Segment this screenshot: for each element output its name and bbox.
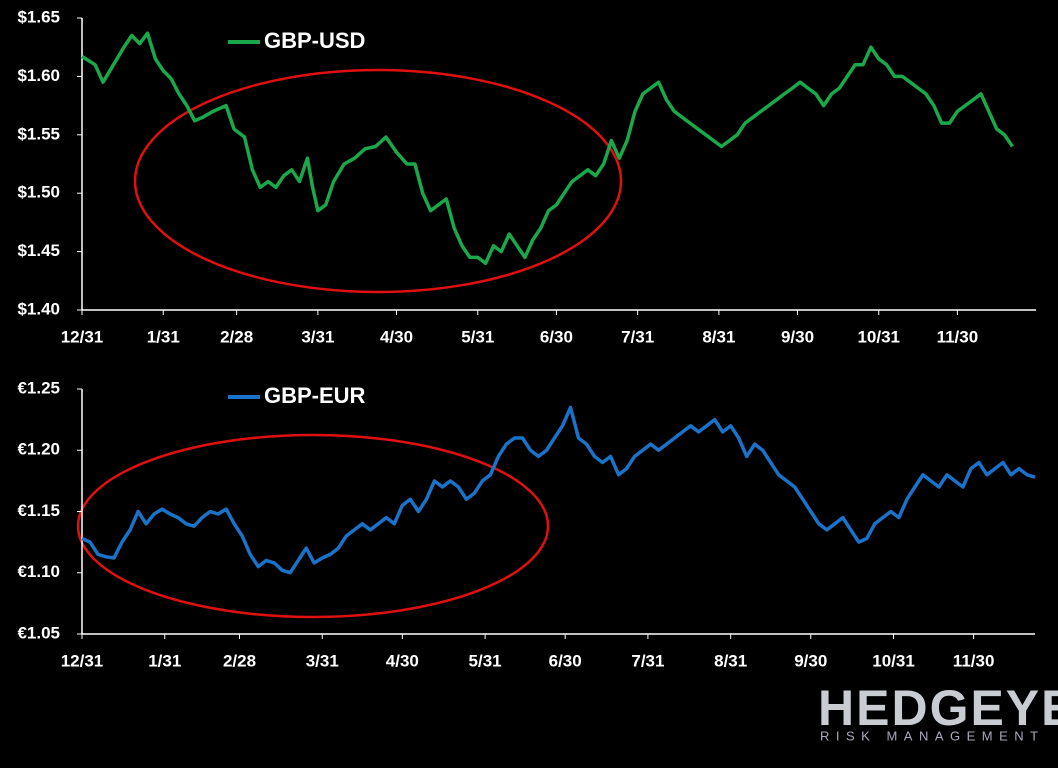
x-tick-label: 8/31: [702, 327, 735, 346]
x-tick-label: 11/30: [937, 327, 979, 346]
x-tick-label: 7/31: [621, 327, 654, 346]
x-tick-label: 9/30: [781, 327, 814, 346]
y-tick-label: €1.20: [17, 440, 60, 459]
y-tick-label: €1.15: [17, 501, 60, 520]
x-tick-label: 12/31: [61, 651, 104, 670]
y-tick-label: $1.65: [17, 7, 60, 26]
highlight-ellipse: [76, 433, 550, 619]
logo: HEDGEYE: [818, 680, 1058, 736]
x-tick-label: 1/31: [147, 327, 180, 346]
x-tick-label: 3/31: [306, 651, 339, 670]
y-tick-label: €1.25: [17, 378, 60, 397]
y-tick-label: €1.10: [17, 562, 60, 581]
x-tick-label: 9/30: [794, 651, 827, 670]
y-tick-label: $1.45: [17, 241, 60, 260]
legend-label: GBP-USD: [264, 28, 365, 53]
series-line: [81, 31, 1014, 266]
x-tick-label: 10/31: [857, 327, 900, 346]
y-tick-label: $1.60: [17, 66, 60, 85]
y-tick-label: $1.40: [17, 299, 60, 318]
x-tick-label: 7/31: [631, 651, 664, 670]
x-tick-label: 6/30: [540, 327, 573, 346]
x-tick-label: 10/31: [872, 651, 915, 670]
x-tick-label: 4/30: [386, 651, 419, 670]
x-tick-label: 5/31: [469, 651, 502, 670]
x-tick-label: 11/30: [953, 651, 995, 670]
x-tick-label: 6/30: [549, 651, 582, 670]
x-tick-label: 4/30: [380, 327, 413, 346]
x-tick-label: 1/31: [148, 651, 181, 670]
x-tick-label: 2/28: [223, 651, 256, 670]
x-tick-label: 12/31: [61, 327, 104, 346]
y-tick-label: $1.55: [17, 124, 60, 143]
x-tick-label: 2/28: [220, 327, 253, 346]
series-line: [81, 405, 1036, 575]
x-tick-label: 8/31: [714, 651, 747, 670]
x-tick-label: 5/31: [461, 327, 494, 346]
logo-tagline: RISK MANAGEMENT: [820, 728, 1045, 743]
legend-label: GBP-EUR: [264, 383, 366, 408]
highlight-ellipse: [133, 68, 623, 294]
x-tick-label: 3/31: [301, 327, 334, 346]
y-tick-label: €1.05: [17, 623, 60, 642]
y-tick-label: $1.50: [17, 183, 60, 202]
